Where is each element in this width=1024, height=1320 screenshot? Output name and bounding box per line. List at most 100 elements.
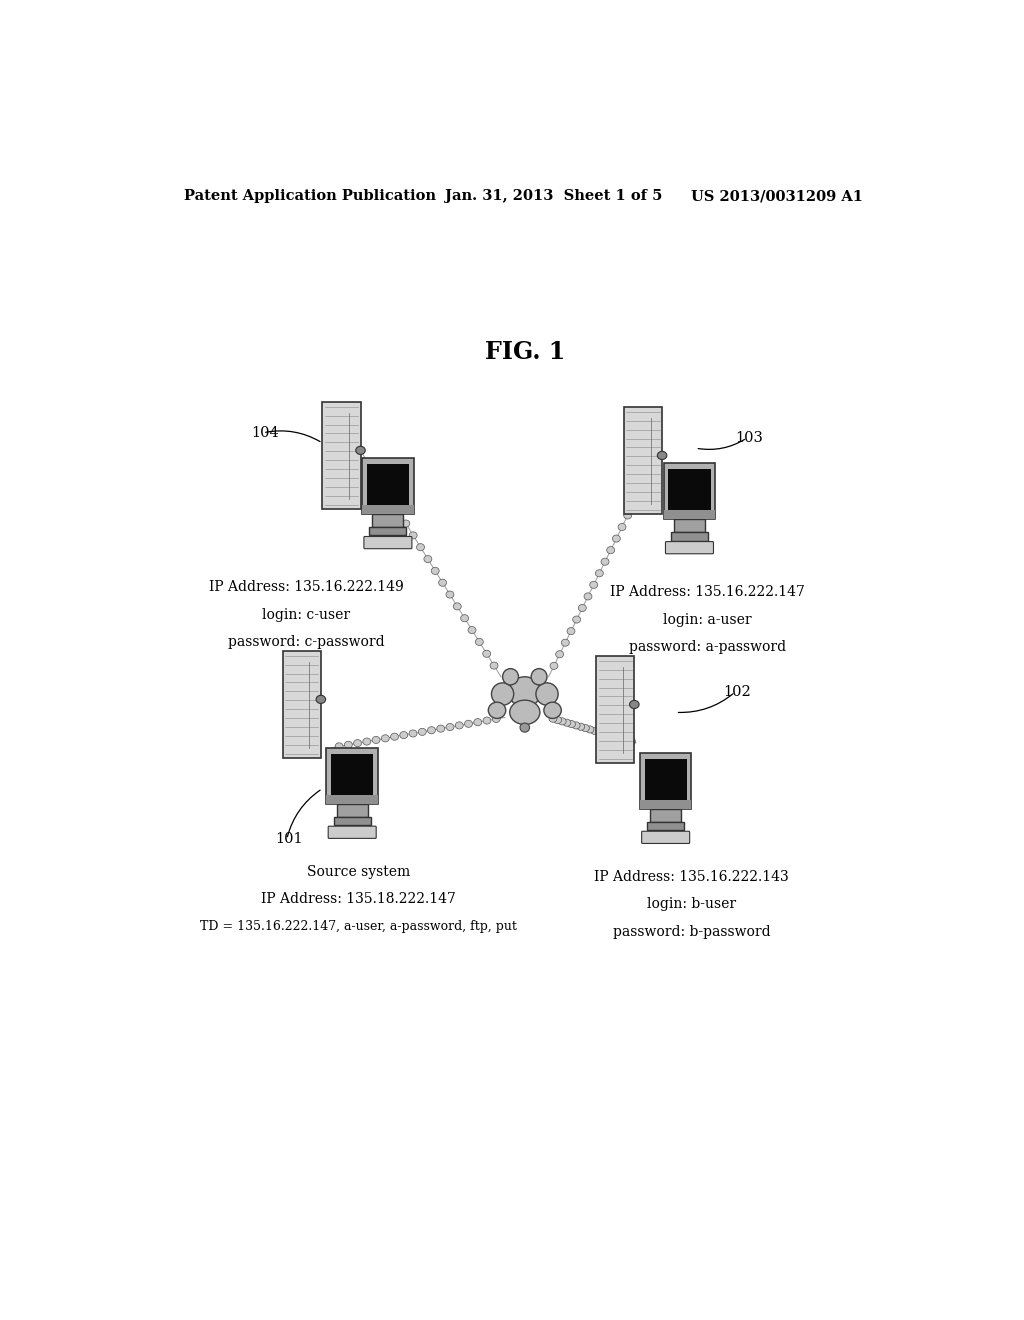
Text: IP Address: 135.16.222.143: IP Address: 135.16.222.143 [594, 870, 788, 884]
Ellipse shape [563, 719, 570, 726]
Ellipse shape [531, 669, 547, 685]
Ellipse shape [613, 734, 622, 741]
Ellipse shape [618, 524, 626, 531]
Text: Source system: Source system [306, 865, 410, 879]
Ellipse shape [409, 730, 417, 737]
Ellipse shape [410, 532, 417, 539]
Ellipse shape [630, 701, 639, 709]
Ellipse shape [474, 718, 481, 726]
Ellipse shape [584, 593, 592, 601]
Text: Patent Application Publication: Patent Application Publication [183, 189, 435, 203]
Bar [664, 463, 715, 519]
Bar [370, 528, 407, 536]
Text: TD = 135.16.222.147, a-user, a-password, ftp, put: TD = 135.16.222.147, a-user, a-password,… [200, 920, 516, 933]
Ellipse shape [624, 512, 632, 519]
Ellipse shape [567, 627, 574, 635]
Ellipse shape [372, 737, 380, 743]
Text: login: c-user: login: c-user [262, 607, 350, 622]
Bar [664, 510, 715, 519]
Ellipse shape [428, 727, 435, 734]
Ellipse shape [510, 700, 540, 725]
Bar [671, 532, 708, 541]
Ellipse shape [630, 500, 637, 507]
Ellipse shape [456, 722, 463, 729]
Ellipse shape [544, 702, 561, 718]
Text: password: c-password: password: c-password [228, 635, 385, 649]
Text: Jan. 31, 2013  Sheet 1 of 5: Jan. 31, 2013 Sheet 1 of 5 [445, 189, 663, 203]
FancyBboxPatch shape [642, 832, 690, 843]
Ellipse shape [490, 663, 498, 669]
Bar [327, 748, 378, 804]
Bar [337, 804, 368, 817]
Ellipse shape [417, 544, 425, 550]
Ellipse shape [387, 496, 395, 503]
Ellipse shape [475, 639, 483, 645]
Bar [362, 506, 414, 515]
Ellipse shape [438, 579, 446, 586]
Ellipse shape [437, 725, 444, 733]
Ellipse shape [380, 484, 388, 491]
FancyBboxPatch shape [364, 536, 412, 549]
Ellipse shape [394, 508, 402, 515]
Text: 102: 102 [723, 685, 751, 700]
Ellipse shape [577, 723, 585, 730]
Bar [596, 656, 634, 763]
Ellipse shape [623, 737, 631, 743]
Ellipse shape [446, 723, 454, 730]
Ellipse shape [509, 677, 541, 708]
Ellipse shape [401, 520, 410, 527]
Bar [283, 651, 321, 758]
Bar [624, 408, 663, 515]
Text: IP Address: 135.16.222.149: IP Address: 135.16.222.149 [209, 581, 403, 594]
Ellipse shape [468, 627, 476, 634]
Ellipse shape [606, 546, 614, 553]
Ellipse shape [344, 742, 352, 748]
Ellipse shape [549, 715, 557, 722]
Ellipse shape [520, 723, 529, 733]
Ellipse shape [586, 726, 594, 733]
FancyBboxPatch shape [666, 541, 714, 554]
Ellipse shape [536, 682, 558, 705]
Ellipse shape [362, 738, 371, 744]
Ellipse shape [595, 570, 603, 577]
Bar [645, 759, 687, 800]
Bar [367, 465, 409, 506]
Bar [334, 817, 371, 825]
Ellipse shape [600, 730, 608, 737]
Ellipse shape [431, 568, 439, 574]
Ellipse shape [628, 738, 636, 744]
Ellipse shape [353, 739, 361, 747]
Ellipse shape [355, 446, 366, 454]
Ellipse shape [567, 721, 575, 727]
Ellipse shape [554, 717, 561, 723]
Bar [327, 795, 378, 804]
Bar [331, 754, 373, 795]
Ellipse shape [612, 535, 621, 543]
Bar [323, 403, 360, 510]
Ellipse shape [618, 735, 627, 742]
FancyBboxPatch shape [328, 826, 376, 838]
Bar [362, 458, 414, 515]
Text: US 2013/0031209 A1: US 2013/0031209 A1 [691, 189, 863, 203]
Ellipse shape [591, 727, 599, 734]
Text: IP Address: 135.18.222.147: IP Address: 135.18.222.147 [261, 892, 456, 907]
Ellipse shape [483, 717, 490, 725]
Ellipse shape [579, 605, 587, 611]
Ellipse shape [488, 702, 506, 718]
Ellipse shape [399, 731, 408, 739]
Bar [669, 470, 711, 510]
Ellipse shape [601, 558, 609, 565]
Ellipse shape [641, 477, 648, 484]
Ellipse shape [424, 556, 432, 562]
Ellipse shape [556, 651, 563, 657]
Text: 104: 104 [251, 426, 279, 440]
Ellipse shape [461, 615, 469, 622]
Bar [650, 809, 681, 822]
Ellipse shape [482, 651, 490, 657]
Ellipse shape [572, 722, 580, 729]
Ellipse shape [561, 639, 569, 647]
Ellipse shape [316, 696, 326, 704]
Ellipse shape [558, 718, 566, 725]
Ellipse shape [381, 735, 389, 742]
Ellipse shape [419, 729, 426, 735]
